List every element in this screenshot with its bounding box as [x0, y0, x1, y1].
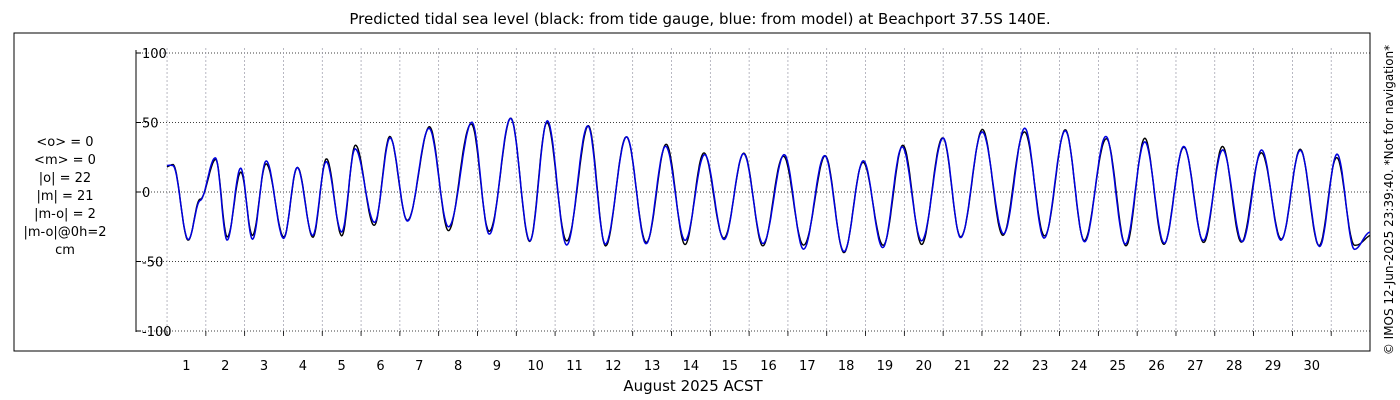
- series-group: [166, 117, 1371, 254]
- x-tick-label: 3: [260, 359, 268, 374]
- x-tick-label: 28: [1226, 359, 1243, 374]
- x-tick-label: 26: [1148, 359, 1165, 374]
- x-axis-label: August 2025 ACST: [623, 377, 763, 395]
- x-tick-label: 11: [566, 359, 583, 374]
- stat-line: |m| = 21: [36, 189, 93, 204]
- credit-text: © IMOS 12-Jun-2025 23:39:40. *Not for na…: [1382, 45, 1396, 355]
- y-tick-label: -100: [142, 325, 172, 340]
- x-tick-label: 19: [877, 359, 894, 374]
- x-tick-label: 7: [415, 359, 423, 374]
- y-tick-label: 0: [142, 186, 150, 201]
- x-tick-label: 10: [527, 359, 544, 374]
- x-tick-label: 21: [954, 359, 971, 374]
- x-tick-label: 24: [1071, 359, 1088, 374]
- x-tick-label: 15: [721, 359, 738, 374]
- stat-line: |m-o| = 2: [34, 207, 96, 222]
- x-tick-label: 6: [376, 359, 384, 374]
- chart-title: Predicted tidal sea level (black: from t…: [349, 10, 1050, 28]
- x-tick-labels: 1 2 3 4 5 6 7 8 9 10 11 12 13 14 15 16 17 18 19 20 21 22 23 24 2…: [182, 359, 1320, 374]
- stat-line: |o| = 22: [39, 171, 91, 186]
- x-tick-label: 30: [1304, 359, 1321, 374]
- stat-line: |m-o|@0h=2: [24, 225, 107, 240]
- x-tick-label: 22: [993, 359, 1010, 374]
- x-tick-label: 4: [299, 359, 307, 374]
- x-tick-label: 5: [338, 359, 346, 374]
- x-tick-label: 1: [182, 359, 190, 374]
- stats-block: <o> = 0 <m> = 0 |o| = 22 |m| = 21 |m-o| = 2 |…: [24, 135, 107, 258]
- x-tick-label: 16: [760, 359, 777, 374]
- y-tick-labels: -100 -50 0 50 100: [136, 47, 172, 340]
- x-tick-label: 20: [915, 359, 932, 374]
- x-tick-label: 29: [1265, 359, 1282, 374]
- y-tick-label: 100: [142, 47, 167, 62]
- stat-line: <m> = 0: [34, 153, 96, 168]
- y-tick-label: -50: [142, 256, 163, 271]
- x-tick-label: 2: [221, 359, 229, 374]
- stat-line: <o> = 0: [36, 135, 93, 150]
- x-tick-label: 17: [799, 359, 816, 374]
- x-tick-label: 9: [493, 359, 501, 374]
- x-tick-label: 14: [683, 359, 700, 374]
- x-tick-label: 25: [1109, 359, 1126, 374]
- stat-line: cm: [55, 243, 75, 258]
- x-tick-label: 27: [1187, 359, 1204, 374]
- y-tick-label: 50: [142, 117, 159, 132]
- x-tick-label: 18: [838, 359, 855, 374]
- x-tick-label: 23: [1032, 359, 1049, 374]
- series-line-model: [166, 117, 1371, 253]
- x-tick-label: 8: [454, 359, 462, 374]
- x-tick-label: 13: [644, 359, 661, 374]
- x-tick-label: 12: [605, 359, 622, 374]
